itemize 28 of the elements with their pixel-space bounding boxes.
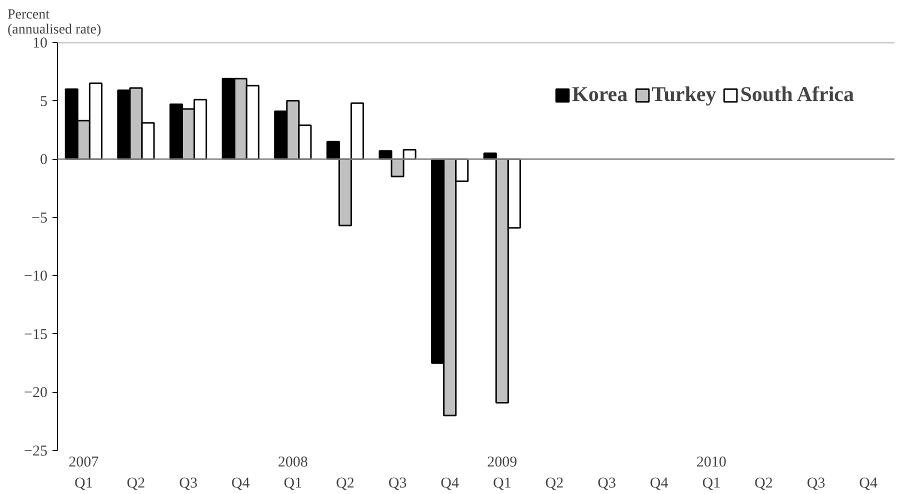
y-tick-label: 10 — [32, 36, 48, 52]
x-tick-label: Q4 — [440, 476, 460, 492]
y-axis-title: Percent (annualised rate) — [8, 8, 102, 38]
y-tick-label: −10 — [24, 268, 48, 285]
category-label: 2007 Q1 — [68, 454, 99, 492]
x-tick-label: Q4 — [859, 476, 878, 492]
legend-label: Turkey — [652, 82, 716, 107]
y-tick-label: −15 — [24, 326, 48, 343]
x-tick-label: Q2 — [336, 476, 354, 492]
x-tick-label: Q3 — [598, 476, 616, 492]
x-tick-label: Q2 — [545, 476, 564, 492]
x-tick-label: Q3 — [179, 476, 198, 492]
x-tick-label: Q4 — [231, 476, 250, 492]
y-tick-label: 0 — [40, 152, 48, 168]
category-label: 2009 Q1 — [487, 454, 518, 492]
x-tick-label: Q3 — [806, 476, 826, 492]
x-tick-label: Q3 — [388, 476, 407, 492]
y-tick-label: −25 — [24, 444, 48, 460]
legend-label: South Africa — [740, 82, 854, 107]
y-tick-label: −20 — [24, 385, 48, 402]
x-tick-label: Q4 — [650, 476, 669, 492]
legend-label: Korea — [572, 82, 628, 107]
x-tick-label: Q2 — [126, 476, 146, 492]
category-label: 2010 Q1 — [696, 454, 726, 492]
x-tick-label: Q2 — [754, 476, 773, 492]
y-tick-label: 5 — [40, 94, 48, 110]
category-label: 2008 Q1 — [278, 454, 308, 492]
y-tick-label: −5 — [32, 210, 48, 226]
